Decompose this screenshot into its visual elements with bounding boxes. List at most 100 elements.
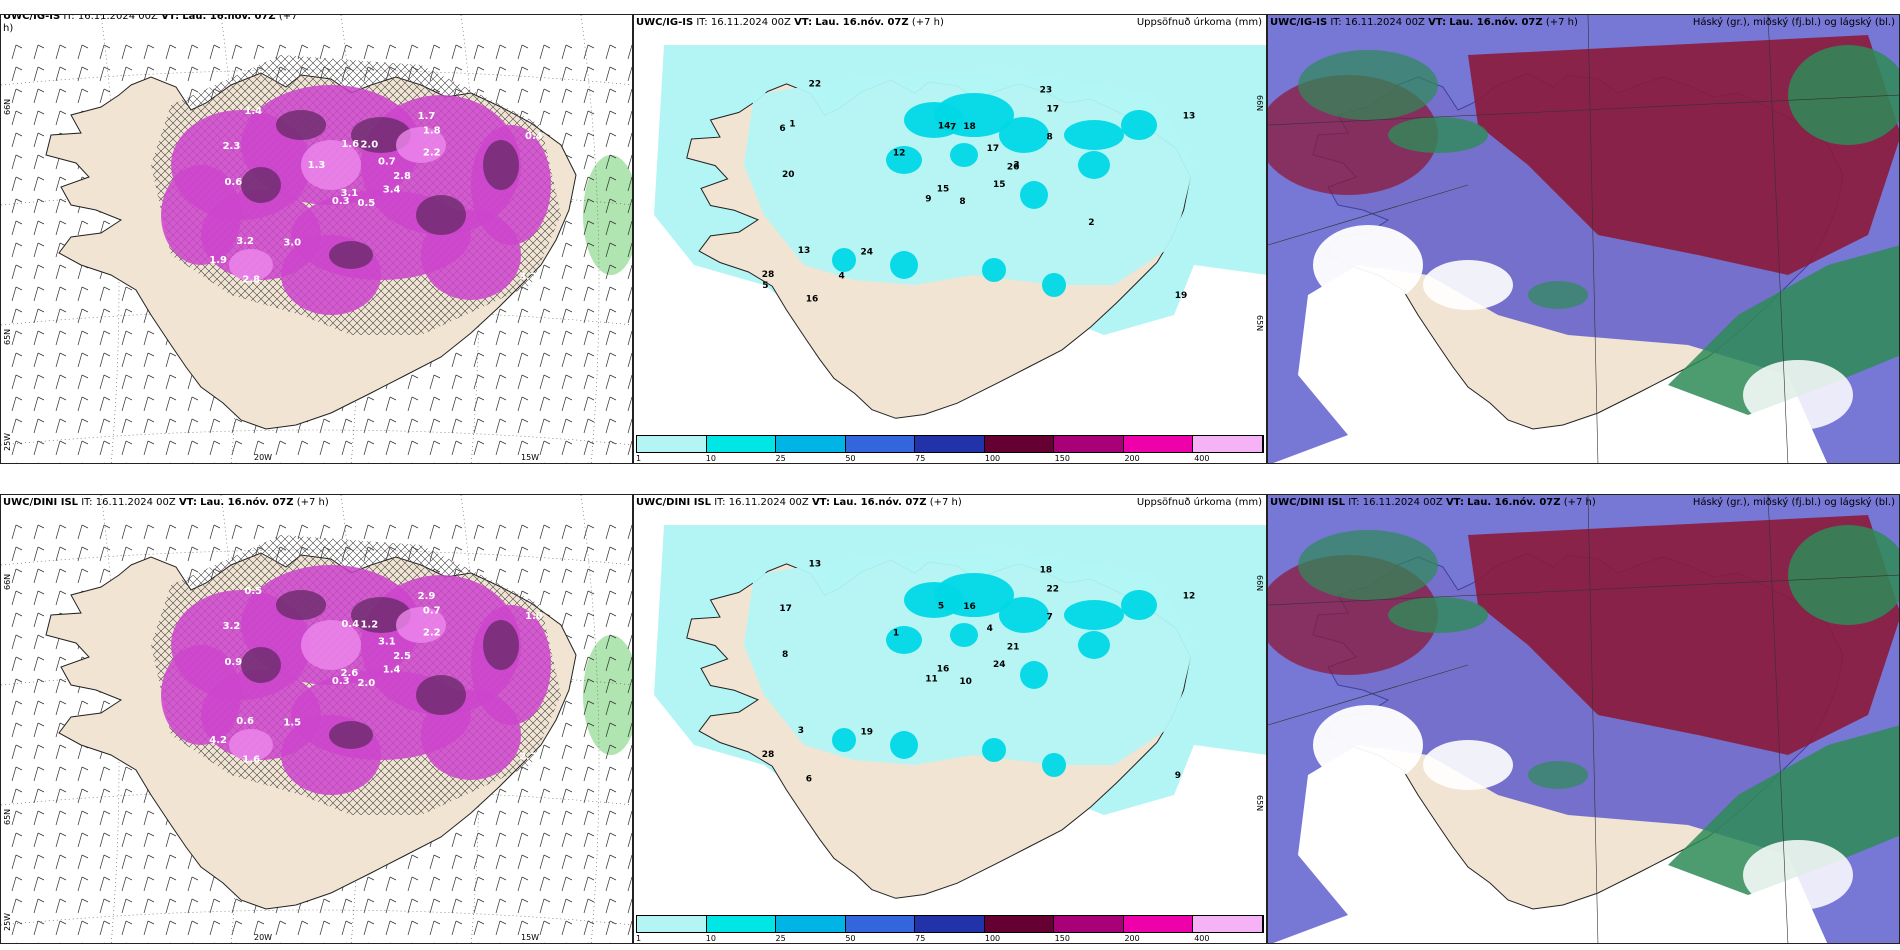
wind-barb [583,374,595,390]
wind-barb [499,942,501,943]
wind-barb [99,876,111,892]
panel-dini-wind: 2.0 3.2 2.6 4.2 2.5 1.5 2.9 1.2 0.7 1.4 0.5 2.7 0.9 1… [0,494,633,944]
wind-barb [627,418,632,434]
wind-barb [235,942,237,943]
snow-field-dark [276,590,326,620]
wind-barb [33,524,45,540]
wind-barb [627,198,632,214]
graticule-line [1767,15,1789,463]
wind-barb [11,788,23,804]
wind-barb [15,462,17,463]
wind-barb [561,700,573,716]
wind-barb [473,396,485,412]
wind-barb [275,920,287,936]
wind-barb [209,546,221,562]
wind-sea-patch [583,155,632,275]
wind-barb [539,110,551,126]
wind-barb [411,462,413,463]
field-value: 2.9 [418,591,436,602]
wind-barb [605,700,617,716]
wind-barb [11,220,23,236]
wind-barb [605,744,617,760]
field-value: 1.4 [244,106,262,117]
wind-barb [55,308,67,324]
wind-barb [99,418,111,434]
clear-sky [1313,225,1423,305]
wind-barb [583,546,595,562]
legend-swatch [915,436,985,452]
wind-barb [77,352,89,368]
wind-barb [583,286,595,302]
wind-barb [187,898,199,914]
precip-value: 28 [762,270,775,280]
wind-barb [77,546,89,562]
wind-barb [297,440,309,456]
wind-barb [55,220,67,236]
panel-title: UWC/IG-IS IT: 16.11.2024 00Z VT: Lau. 16… [3,14,298,22]
wind-barb [605,634,617,650]
wind-barb [33,832,45,848]
wind-barb [583,418,595,434]
wind-barb [147,462,149,463]
legend-tick: 10 [705,454,716,463]
wind-barb [165,418,177,434]
wind-barb [429,418,441,434]
wind-barb [33,396,45,412]
wind-barb [583,744,595,760]
map-ig-wind: 0.5 2.3 3.1 1.9 2.8 3.0 1.7 2.0 1.8 3.4 1.4 3.2 0.6 0… [1,15,632,463]
wind-barb [385,898,397,914]
wind-barb [605,286,617,302]
field-value: 2.6 [341,668,359,679]
wind-barb [121,440,133,456]
wind-barb [363,898,375,914]
wind-barb [121,66,133,82]
wind-barb [319,898,331,914]
field-value: 1.6 [242,754,260,765]
wind-barb [231,524,243,540]
wind-barb [319,920,331,936]
wind-barb [583,308,595,324]
panel-title: UWC/DINI ISL IT: 16.11.2024 00Z VT: Lau.… [1270,497,1596,508]
wind-barb [627,700,632,716]
wind-barb [253,524,265,540]
wind-barb [627,396,632,412]
map-ig-cloud [1268,15,1899,463]
wind-barb [99,66,111,82]
wind-barb [121,876,133,892]
wind-barb [583,264,595,280]
precip-value: 8 [1046,133,1052,143]
wind-barb [517,876,529,892]
wind-barb [209,66,221,82]
wind-barb [565,462,567,463]
wind-barb [11,920,23,936]
legend-tick: 50 [845,454,856,463]
wind-barb [627,264,632,280]
graticule-line [1268,184,1469,246]
wind-barb [11,612,23,628]
panel-ig-precip: 8 6 15 28 26 24 23 18 17 15 22 19 20 13 9 8 16 14 17 13 12 5 4… [633,14,1267,464]
wind-barb [605,524,617,540]
wind-barb [627,678,632,694]
wind-barb [451,352,463,368]
precip-area-mid [1020,181,1048,209]
wind-barb [455,462,457,463]
wind-barb [583,766,595,782]
graticule-line [1,429,632,446]
wind-barb [583,220,595,236]
wind-barb [627,744,632,760]
precip-value: 15 [993,180,1006,190]
wind-barb [187,66,199,82]
precip-value: 17 [1047,104,1060,114]
map-dini-wind: 2.0 3.2 2.6 4.2 2.5 1.5 2.9 1.2 0.7 1.4 0.5 2.7 0.9 1… [1,495,632,943]
wind-barb [165,920,177,936]
wind-barb [565,942,567,943]
wind-barb [495,308,507,324]
wind-barb [143,832,155,848]
wind-barb [583,590,595,606]
wind-barb [363,418,375,434]
snow-field-light [301,620,361,670]
wind-barb [55,44,67,60]
wind-barb [561,832,573,848]
wind-barb [231,898,243,914]
legend-tick: 50 [845,934,856,943]
